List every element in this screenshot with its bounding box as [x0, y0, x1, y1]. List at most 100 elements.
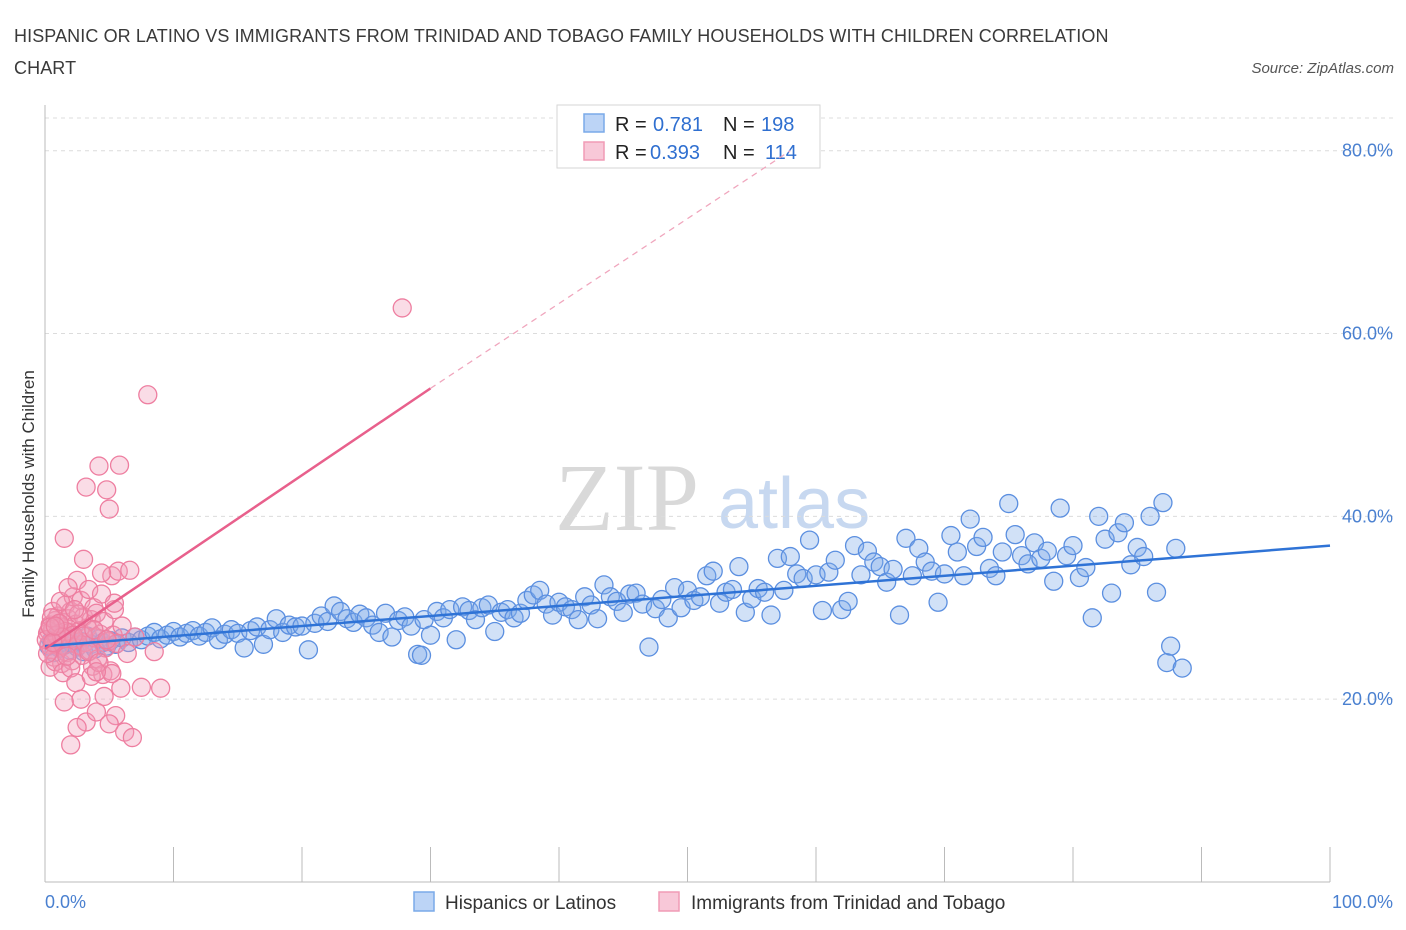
data-point: [465, 609, 486, 630]
data-point: [73, 626, 94, 646]
data-point: [754, 582, 775, 602]
data-point: [587, 609, 608, 629]
data-point: [896, 528, 916, 548]
data-point: [947, 542, 967, 562]
data-point: [1044, 571, 1064, 591]
data-point: [125, 627, 145, 647]
x-tick-label-max: 100.0%: [1332, 892, 1393, 912]
data-point: [45, 616, 65, 636]
stats-legend-swatch-pink: [583, 141, 605, 161]
data-point: [1114, 513, 1135, 533]
watermark: ZIP atlas: [555, 444, 870, 551]
data-point: [76, 477, 96, 497]
data-point: [1101, 583, 1122, 603]
data-point: [690, 587, 710, 607]
series-hispanics: [39, 492, 1192, 678]
data-point: [485, 621, 505, 642]
trend-lines: [44, 150, 1331, 650]
y-tick-label: 40.0%: [1342, 506, 1393, 526]
data-point: [761, 605, 781, 625]
bottom-legend: Hispanics or Latinos Immigrants from Tri…: [413, 891, 1005, 914]
data-point: [986, 566, 1006, 586]
data-point: [812, 600, 833, 621]
data-point: [999, 493, 1019, 514]
data-point: [1005, 524, 1025, 545]
data-point: [61, 735, 81, 755]
data-point: [1134, 546, 1154, 567]
data-point: [703, 561, 723, 581]
data-point: [780, 546, 800, 567]
data-point: [57, 646, 77, 666]
data-point: [1140, 506, 1160, 527]
data-point: [729, 556, 749, 577]
stats-n-value-2: 114: [765, 142, 797, 164]
data-point: [131, 677, 152, 697]
data-point: [1089, 506, 1109, 527]
data-point: [857, 541, 878, 561]
data-point: [144, 641, 164, 662]
data-point: [102, 663, 122, 684]
data-point: [298, 640, 319, 660]
data-point: [54, 528, 74, 548]
data-point: [94, 686, 114, 707]
data-point: [43, 601, 63, 622]
data-point: [851, 565, 871, 585]
data-point: [446, 630, 466, 650]
data-point: [86, 662, 107, 682]
data-point: [889, 605, 910, 625]
stats-r-label-2: R =: [615, 142, 647, 164]
data-point: [1108, 523, 1128, 543]
data-point: [934, 564, 955, 584]
data-point: [1063, 535, 1083, 556]
watermark-atlas: atlas: [718, 464, 870, 544]
stats-r-value-1: 0.781: [653, 114, 703, 136]
data-point: [774, 580, 794, 601]
data-point: [928, 592, 948, 612]
data-point: [122, 727, 143, 748]
data-point: [84, 620, 104, 640]
data-point: [941, 525, 961, 546]
data-point: [1076, 557, 1096, 578]
data-point: [73, 549, 94, 569]
data-point: [883, 559, 903, 580]
data-point: [819, 562, 839, 582]
data-point: [960, 509, 980, 529]
stats-legend-swatch-blue: [583, 113, 605, 133]
stats-n-label-1: N =: [723, 114, 755, 136]
data-point: [91, 563, 112, 583]
stats-n-label-2: N =: [723, 142, 755, 164]
data-point: [99, 714, 119, 734]
stats-r-value-2: 0.393: [650, 142, 700, 164]
data-point: [722, 579, 743, 600]
chart-title: HISPANIC OR LATINO VS IMMIGRANTS FROM TR…: [14, 26, 1109, 78]
data-point: [992, 542, 1012, 562]
tick-labels: 20.0% 40.0% 60.0% 80.0% 0.0% 100.0%: [45, 141, 1393, 912]
trend-line-hispanics: [44, 544, 1331, 648]
data-point: [973, 527, 993, 548]
stats-legend: R = 0.781 N = 198 R = 0.393 N = 114: [556, 104, 821, 169]
data-point: [67, 717, 87, 738]
data-point: [54, 692, 74, 712]
legend-swatch-hispanic: [413, 891, 435, 912]
data-point: [330, 601, 351, 622]
data-point: [1166, 538, 1186, 558]
data-point: [89, 456, 109, 476]
data-points: [36, 298, 1192, 755]
data-point: [71, 689, 91, 709]
data-point: [392, 298, 412, 318]
data-point: [1037, 541, 1057, 561]
data-point: [1146, 582, 1167, 602]
y-tick-label: 80.0%: [1342, 141, 1393, 161]
data-point: [1082, 608, 1102, 628]
y-axis-label: Family Households with Children: [19, 370, 38, 618]
data-point: [150, 678, 171, 698]
trend-line-trinidad-extension: [430, 150, 791, 389]
data-point: [117, 643, 137, 664]
data-point: [658, 608, 678, 628]
data-point: [76, 712, 96, 732]
trend-line-trinidad: [44, 387, 432, 650]
data-point: [107, 633, 127, 654]
data-point: [61, 658, 81, 678]
data-point: [1056, 546, 1077, 566]
data-point: [112, 616, 132, 636]
